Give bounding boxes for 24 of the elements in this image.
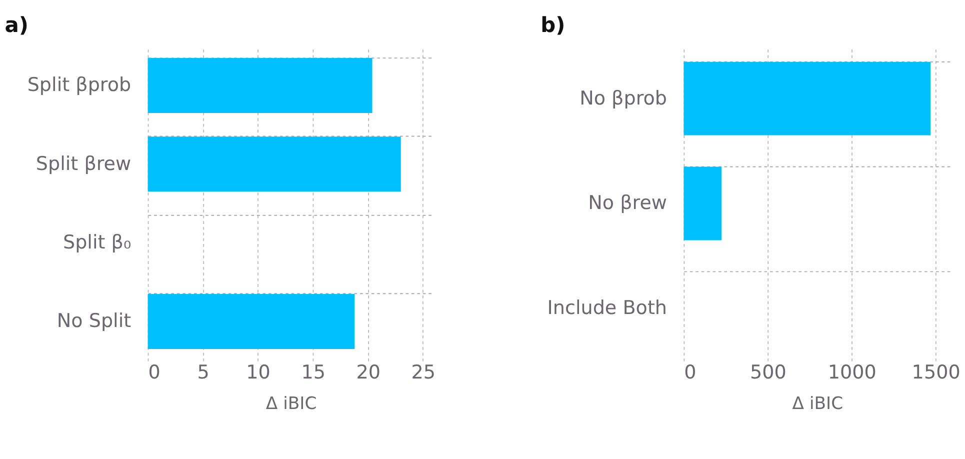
bar xyxy=(148,58,372,114)
x-tick-label: 5 xyxy=(197,361,210,384)
x-tick-label: 500 xyxy=(750,361,786,384)
x-tick-label: 20 xyxy=(356,361,380,384)
y-tick-label: Split βprob xyxy=(27,74,132,96)
chart-title: a) xyxy=(4,12,28,37)
y-tick-label: Split βrew xyxy=(36,152,132,175)
x-tick-label: 0 xyxy=(684,361,696,384)
y-tick-label: Include Both xyxy=(547,297,668,320)
chart-title: b) xyxy=(540,12,566,37)
x-tick-label: 15 xyxy=(301,361,326,384)
y-tick-label: No βrew xyxy=(588,192,668,214)
x-tick-label: 10 xyxy=(246,361,270,384)
y-tick-label: Split β₀ xyxy=(62,232,132,254)
x-tick-label: 0 xyxy=(148,361,160,384)
y-tick-label: No Split xyxy=(56,310,132,332)
x-axis-title: Δ iBIC xyxy=(266,394,317,414)
x-tick-label: 25 xyxy=(411,361,436,384)
x-axis-title: Δ iBIC xyxy=(792,394,844,414)
x-tick-label: 1000 xyxy=(828,361,876,384)
bar xyxy=(148,136,401,192)
x-tick-label: 1500 xyxy=(912,361,960,384)
bar xyxy=(148,294,355,350)
y-tick-label: No βprob xyxy=(580,87,668,110)
